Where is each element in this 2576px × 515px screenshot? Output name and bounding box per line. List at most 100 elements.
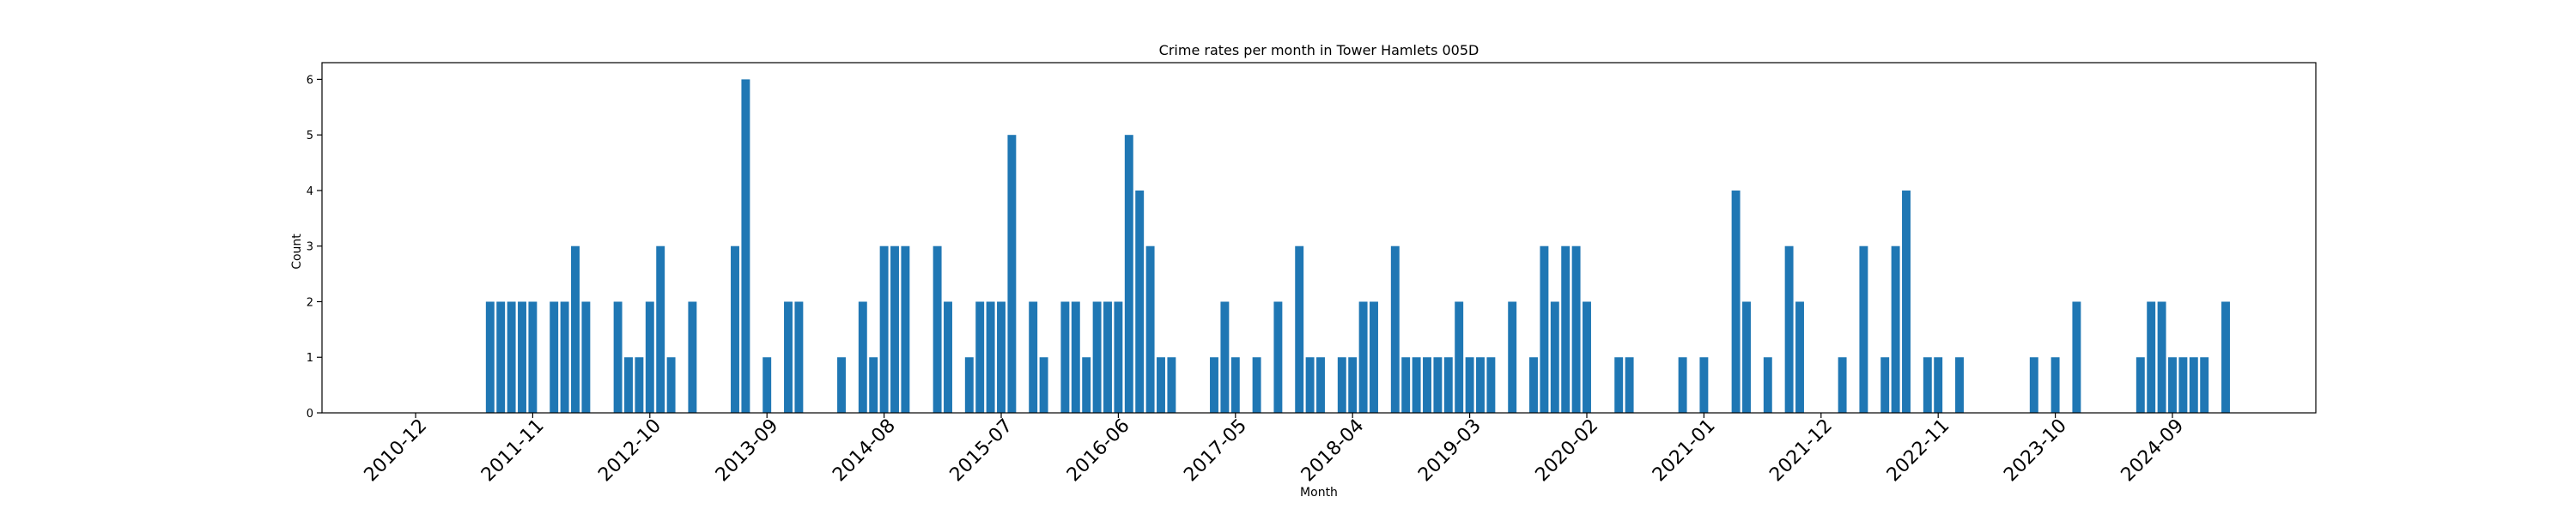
x-tick-label: 2017-05 (1180, 415, 1251, 487)
bar-2017-12 (1305, 357, 1315, 413)
bar-2017-07 (1252, 357, 1261, 413)
x-axis-label: Month (1300, 486, 1338, 500)
x-tick-label: 2018-04 (1297, 415, 1369, 487)
x-tick-label: 2022-11 (1883, 415, 1954, 487)
bar-2021-04 (1731, 190, 1741, 413)
bar-2021-10 (1795, 301, 1804, 413)
bar-2024-06 (2136, 357, 2145, 413)
bar-2016-06 (1114, 301, 1123, 413)
bar-2012-04 (581, 301, 591, 413)
x-tick-label: 2023-10 (2000, 415, 2071, 487)
bar-2012-07 (613, 301, 623, 413)
bar-2024-12 (2200, 357, 2209, 413)
bar-2013-06 (731, 245, 739, 413)
x-tick-label: 2020-02 (1532, 415, 1603, 487)
bar-2016-08 (1135, 190, 1145, 413)
y-tick-label: 5 (307, 130, 313, 142)
bar-2021-09 (1784, 245, 1794, 413)
bar-2022-10 (1923, 357, 1932, 413)
bar-2013-09 (762, 357, 772, 413)
bar-2018-08 (1390, 245, 1400, 413)
bar-2013-12 (794, 301, 804, 413)
bar-2014-06 (858, 301, 867, 413)
x-tick-label: 2012-10 (594, 415, 665, 487)
y-tick-label: 3 (307, 241, 313, 254)
bar-2017-05 (1230, 357, 1240, 413)
bar-2015-10 (1029, 301, 1038, 413)
bar-2019-12 (1561, 245, 1571, 413)
bar-2014-07 (869, 357, 878, 413)
bar-2015-06 (986, 301, 995, 413)
bar-2019-10 (1540, 245, 1549, 413)
bar-2016-09 (1145, 245, 1155, 413)
bar-2016-10 (1157, 357, 1165, 413)
bar-2021-01 (1699, 357, 1709, 413)
bar-2024-07 (2147, 301, 2156, 413)
bar-2018-06 (1370, 301, 1378, 413)
bar-2021-05 (1742, 301, 1751, 413)
bar-2022-07 (1891, 245, 1900, 413)
x-axis: 2010-12 2011-11 2012-10 2013-09 2014-08 2015-… (361, 413, 2189, 487)
bar-2012-10 (645, 301, 654, 413)
bar-2014-09 (890, 245, 899, 413)
bar-2024-10 (2178, 357, 2188, 413)
bar-2019-03 (1465, 357, 1474, 413)
bar-2020-02 (1583, 301, 1591, 413)
bar-2020-11 (1678, 357, 1687, 413)
x-tick-label: 2021-01 (1649, 415, 1720, 487)
y-tick-label: 4 (307, 185, 313, 198)
bar-2014-10 (901, 245, 910, 413)
y-axis-label: Count (290, 233, 304, 270)
bar-2015-04 (964, 357, 974, 413)
bar-2020-05 (1614, 357, 1624, 413)
bar-2019-04 (1476, 357, 1485, 413)
bar-2019-11 (1550, 301, 1559, 413)
bar-2015-01 (933, 245, 942, 413)
bar-2025-02 (2221, 301, 2230, 413)
bar-2022-11 (1934, 357, 1943, 413)
bar-2024-11 (2189, 357, 2198, 413)
bar-2023-12 (2072, 301, 2081, 413)
bar-2012-03 (571, 245, 580, 413)
bar-2013-07 (741, 79, 750, 414)
bar-2011-11 (528, 301, 538, 413)
bar-2012-12 (666, 357, 676, 413)
bar-2018-11 (1423, 357, 1431, 413)
bar-2019-01 (1443, 357, 1453, 413)
x-tick-label: 2021-12 (1765, 415, 1837, 487)
bar-2011-09 (507, 301, 516, 413)
bar-2012-11 (656, 245, 665, 413)
bar-2018-05 (1358, 301, 1368, 413)
bar-2018-09 (1401, 357, 1411, 413)
bar-2014-04 (837, 357, 846, 413)
bar-2019-07 (1508, 301, 1517, 413)
bar-2015-07 (997, 301, 1005, 413)
bar-2016-07 (1124, 135, 1133, 413)
bar-2012-08 (624, 357, 633, 413)
bar-2019-05 (1486, 357, 1496, 413)
bar-2017-03 (1210, 357, 1218, 413)
bar-2012-01 (550, 301, 559, 413)
bar-2013-02 (688, 301, 697, 413)
plot-frame (321, 62, 2317, 414)
bar-2022-04 (1859, 245, 1868, 413)
bar-2019-09 (1529, 357, 1538, 413)
bar-2022-08 (1902, 190, 1911, 413)
bar-2016-04 (1092, 301, 1102, 413)
y-axis: 0 1 2 3 4 5 6 (307, 74, 322, 421)
chart-title: Crime rates per month in Tower Hamlets 0… (1159, 42, 1479, 58)
bar-2023-10 (2050, 357, 2060, 413)
bar-2018-01 (1316, 357, 1325, 413)
bar-2022-06 (1880, 357, 1890, 413)
bar-2011-08 (496, 301, 506, 413)
bar-2011-10 (518, 301, 526, 413)
x-tick-label: 2024-09 (2117, 415, 2189, 487)
bar-2016-02 (1071, 301, 1080, 413)
bar-2016-03 (1082, 357, 1091, 413)
bar-2011-07 (485, 301, 495, 413)
x-tick-label: 2015-07 (946, 415, 1018, 487)
x-tick-label: 2010-12 (361, 415, 432, 487)
bar-2014-08 (879, 245, 889, 413)
x-tick-label: 2016-06 (1063, 415, 1134, 487)
